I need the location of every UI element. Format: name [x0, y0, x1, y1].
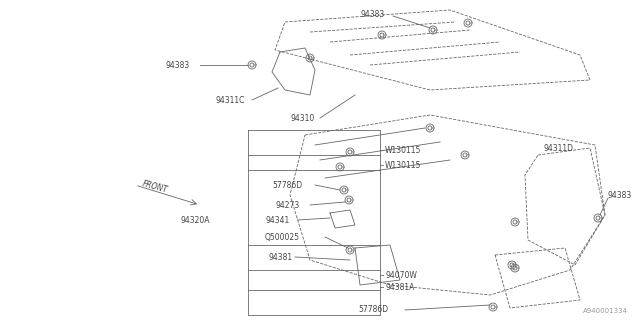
Text: W130115: W130115 [385, 161, 421, 170]
Text: 94383: 94383 [165, 60, 189, 69]
Text: W130115: W130115 [385, 146, 421, 155]
Text: 94383: 94383 [608, 190, 632, 199]
Text: FRONT: FRONT [141, 180, 169, 195]
Text: A940001334: A940001334 [583, 308, 628, 314]
Text: 94311C: 94311C [215, 95, 244, 105]
Text: 94381A: 94381A [385, 283, 414, 292]
Text: Q500025: Q500025 [265, 233, 300, 242]
Text: 94341: 94341 [265, 215, 289, 225]
Text: 57786D: 57786D [358, 306, 388, 315]
Text: 94311D: 94311D [543, 143, 573, 153]
Text: 57786D: 57786D [272, 180, 302, 189]
Text: 94273: 94273 [275, 201, 300, 210]
Text: 94381: 94381 [268, 252, 292, 261]
Text: 94383: 94383 [360, 10, 384, 19]
Text: 94070W: 94070W [385, 270, 417, 279]
Text: 94320A: 94320A [180, 215, 209, 225]
Text: 94310: 94310 [290, 114, 314, 123]
